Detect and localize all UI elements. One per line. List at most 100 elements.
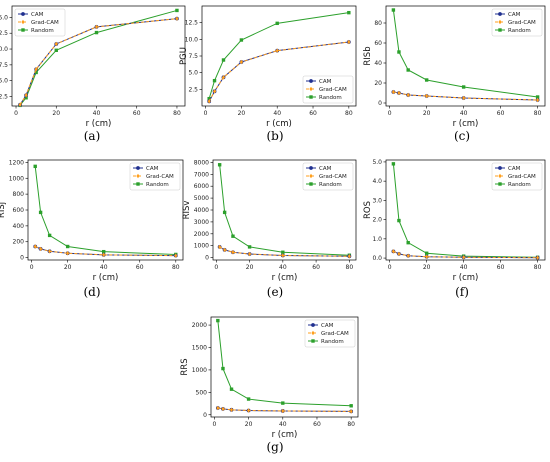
y-tick-label: 1500 bbox=[192, 344, 207, 351]
panel-caption: (a) bbox=[84, 129, 101, 143]
data-point bbox=[536, 255, 540, 260]
data-point bbox=[397, 90, 401, 96]
legend: CAM Grad-CAM Random bbox=[302, 162, 354, 191]
data-point bbox=[535, 95, 540, 99]
y-tick-label: 12.5 bbox=[0, 30, 8, 37]
legend-marker bbox=[311, 323, 315, 327]
y-tick-label: 2000 bbox=[194, 231, 209, 238]
data-point bbox=[281, 408, 285, 414]
x-tick-label: 20 bbox=[423, 264, 431, 271]
y-axis-label: RISb bbox=[363, 46, 373, 65]
x-tick-label: 60 bbox=[497, 110, 505, 117]
chart-3: 0 20 40 60 80 0 20 40 60 80 r (cm) RISb CAM Grad-CAM R… bbox=[363, 5, 546, 143]
x-tick-label: 0 bbox=[214, 264, 218, 271]
x-tick-label: 40 bbox=[279, 421, 287, 428]
data-point bbox=[174, 253, 178, 258]
data-point bbox=[47, 233, 52, 238]
data-point bbox=[38, 210, 43, 215]
series-line bbox=[392, 9, 538, 98]
x-tick-label: 60 bbox=[313, 421, 321, 428]
x-tick-label: 40 bbox=[460, 264, 468, 271]
x-axis-label: r (cm) bbox=[453, 119, 479, 129]
x-axis-label: r (cm) bbox=[86, 119, 112, 129]
panel-caption: (g) bbox=[266, 440, 283, 454]
series-random bbox=[391, 8, 540, 99]
plot-frame bbox=[385, 159, 546, 261]
legend-label: Random bbox=[508, 182, 531, 188]
legend-label: Grad-CAM bbox=[508, 174, 536, 180]
series-gradcam bbox=[391, 89, 540, 103]
legend-marker bbox=[21, 19, 25, 25]
legend-box bbox=[14, 8, 66, 37]
plot-frame bbox=[210, 316, 359, 418]
y-tick-label: 500 bbox=[196, 389, 208, 396]
data-point bbox=[101, 249, 106, 254]
legend-label: CAM bbox=[146, 166, 159, 172]
legend-label: CAM bbox=[508, 12, 521, 18]
data-point bbox=[397, 251, 401, 257]
y-tick-label: 0 bbox=[205, 255, 209, 262]
series-line bbox=[393, 91, 538, 101]
y-axis-label: RISv bbox=[182, 201, 192, 220]
y-tick-label: 5.0 bbox=[0, 78, 8, 85]
y-tick-label: 7.5 bbox=[188, 53, 198, 60]
x-tick-label: 80 bbox=[534, 264, 542, 271]
series-line bbox=[219, 164, 350, 256]
y-tick-label: 2.5 bbox=[0, 94, 8, 101]
legend: CAM Grad-CAM Random bbox=[491, 8, 543, 37]
legend-marker bbox=[498, 166, 502, 170]
data-point bbox=[66, 251, 70, 256]
y-tick-label: 12.5 bbox=[185, 20, 199, 27]
legend-marker bbox=[309, 166, 313, 170]
x-tick-label: 20 bbox=[52, 110, 60, 117]
y-tick-label: 7000 bbox=[194, 171, 209, 178]
y-tick-label: 2.0 bbox=[372, 217, 382, 224]
data-point bbox=[391, 89, 395, 95]
chart-2: 0 20 40 60 80 2.5 5.0 7.5 10.0 12.5 r (cm) PGU CAM Gr… bbox=[179, 5, 357, 143]
data-point bbox=[34, 70, 38, 75]
data-point bbox=[218, 244, 222, 250]
legend-box bbox=[491, 8, 543, 37]
series-random bbox=[207, 10, 351, 101]
data-point bbox=[221, 75, 226, 80]
y-tick-label: 8000 bbox=[194, 159, 209, 166]
x-tick-label: 0 bbox=[204, 110, 208, 117]
y-tick-label: 1200 bbox=[9, 159, 24, 166]
legend-marker bbox=[498, 28, 502, 32]
data-point bbox=[65, 244, 70, 249]
x-axis-label: r (cm) bbox=[272, 430, 298, 440]
y-tick-label: 10.0 bbox=[0, 46, 8, 53]
series-cam bbox=[391, 90, 540, 102]
y-tick-label: 80 bbox=[374, 20, 382, 27]
x-tick-label: 60 bbox=[133, 110, 141, 117]
plot-frame bbox=[385, 5, 546, 107]
x-tick-label: 0 bbox=[14, 110, 18, 117]
series-line bbox=[35, 246, 176, 257]
y-tick-label: 5.0 bbox=[188, 70, 198, 77]
legend-marker bbox=[309, 173, 313, 179]
series-line bbox=[217, 407, 352, 412]
y-tick-label: 60 bbox=[374, 40, 382, 47]
x-tick-label: 0 bbox=[213, 421, 217, 428]
x-tick-label: 20 bbox=[246, 264, 254, 271]
legend: CAM Grad-CAM Random bbox=[129, 162, 181, 191]
legend: CAM Grad-CAM Random bbox=[302, 75, 354, 104]
legend-marker bbox=[309, 182, 313, 186]
x-tick-label: 20 bbox=[423, 110, 431, 117]
panel-caption: (e) bbox=[267, 285, 283, 299]
data-point bbox=[34, 67, 38, 72]
legend-marker bbox=[136, 182, 140, 186]
y-tick-label: 5000 bbox=[194, 195, 209, 202]
data-point bbox=[231, 234, 235, 238]
panel-caption: (b) bbox=[266, 129, 283, 143]
data-point bbox=[281, 253, 285, 258]
chart-7: 0 20 40 60 80 0 500 1000 1500 2000 r (cm) RRS CAM Gra… bbox=[180, 316, 359, 454]
legend-marker bbox=[311, 339, 315, 343]
y-tick-label: 40 bbox=[374, 60, 382, 67]
legend-label: CAM bbox=[31, 12, 44, 18]
x-tick-label: 80 bbox=[346, 264, 354, 271]
data-point bbox=[175, 8, 179, 13]
legend-label: Random bbox=[146, 182, 169, 188]
